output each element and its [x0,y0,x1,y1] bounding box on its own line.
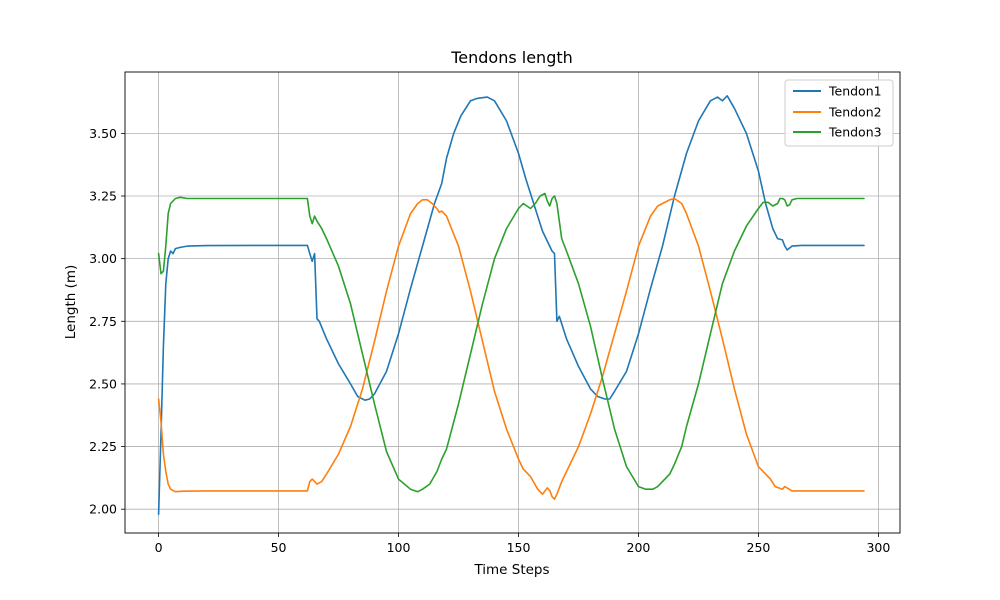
series-line-tendon3 [157,192,865,493]
legend-label-tendon3: Tendon3 [828,125,882,140]
series-group [157,95,865,515]
x-tick-label: 50 [271,540,287,555]
x-axis-label: Time Steps [473,562,549,578]
x-tick-label: 150 [507,540,531,555]
y-tick-label: 3.50 [89,126,117,141]
y-tick-label: 3.00 [89,251,117,266]
chart-title: Tendons length [450,48,573,67]
x-tick-label: 200 [627,540,651,555]
legend-label-tendon1: Tendon1 [828,84,882,99]
x-tick-label: 0 [155,540,163,555]
legend-label-tendon2: Tendon2 [828,105,882,120]
plot-area-frame [124,71,901,534]
x-tick-label: 300 [866,540,890,555]
legend-box [784,79,894,147]
y-tick-label: 2.00 [89,502,117,517]
y-axis-label: Length (m) [63,265,79,340]
series-line-tendon1 [157,95,865,515]
y-tick-label: 2.25 [89,439,117,454]
y-tick-label: 2.75 [89,314,117,329]
ticks: 0 50 100 150 200 250 300 2.00 2.25 2.50 2.75 3.00 3.… [89,126,890,555]
legend: Tendon1 Tendon2 Tendon3 [784,79,894,147]
y-tick-label: 3.25 [89,189,117,204]
grid [125,72,900,533]
x-tick-label: 250 [747,540,771,555]
series-line-tendon2 [157,197,865,500]
x-tick-label: 100 [387,540,411,555]
y-tick-label: 2.50 [89,376,117,391]
